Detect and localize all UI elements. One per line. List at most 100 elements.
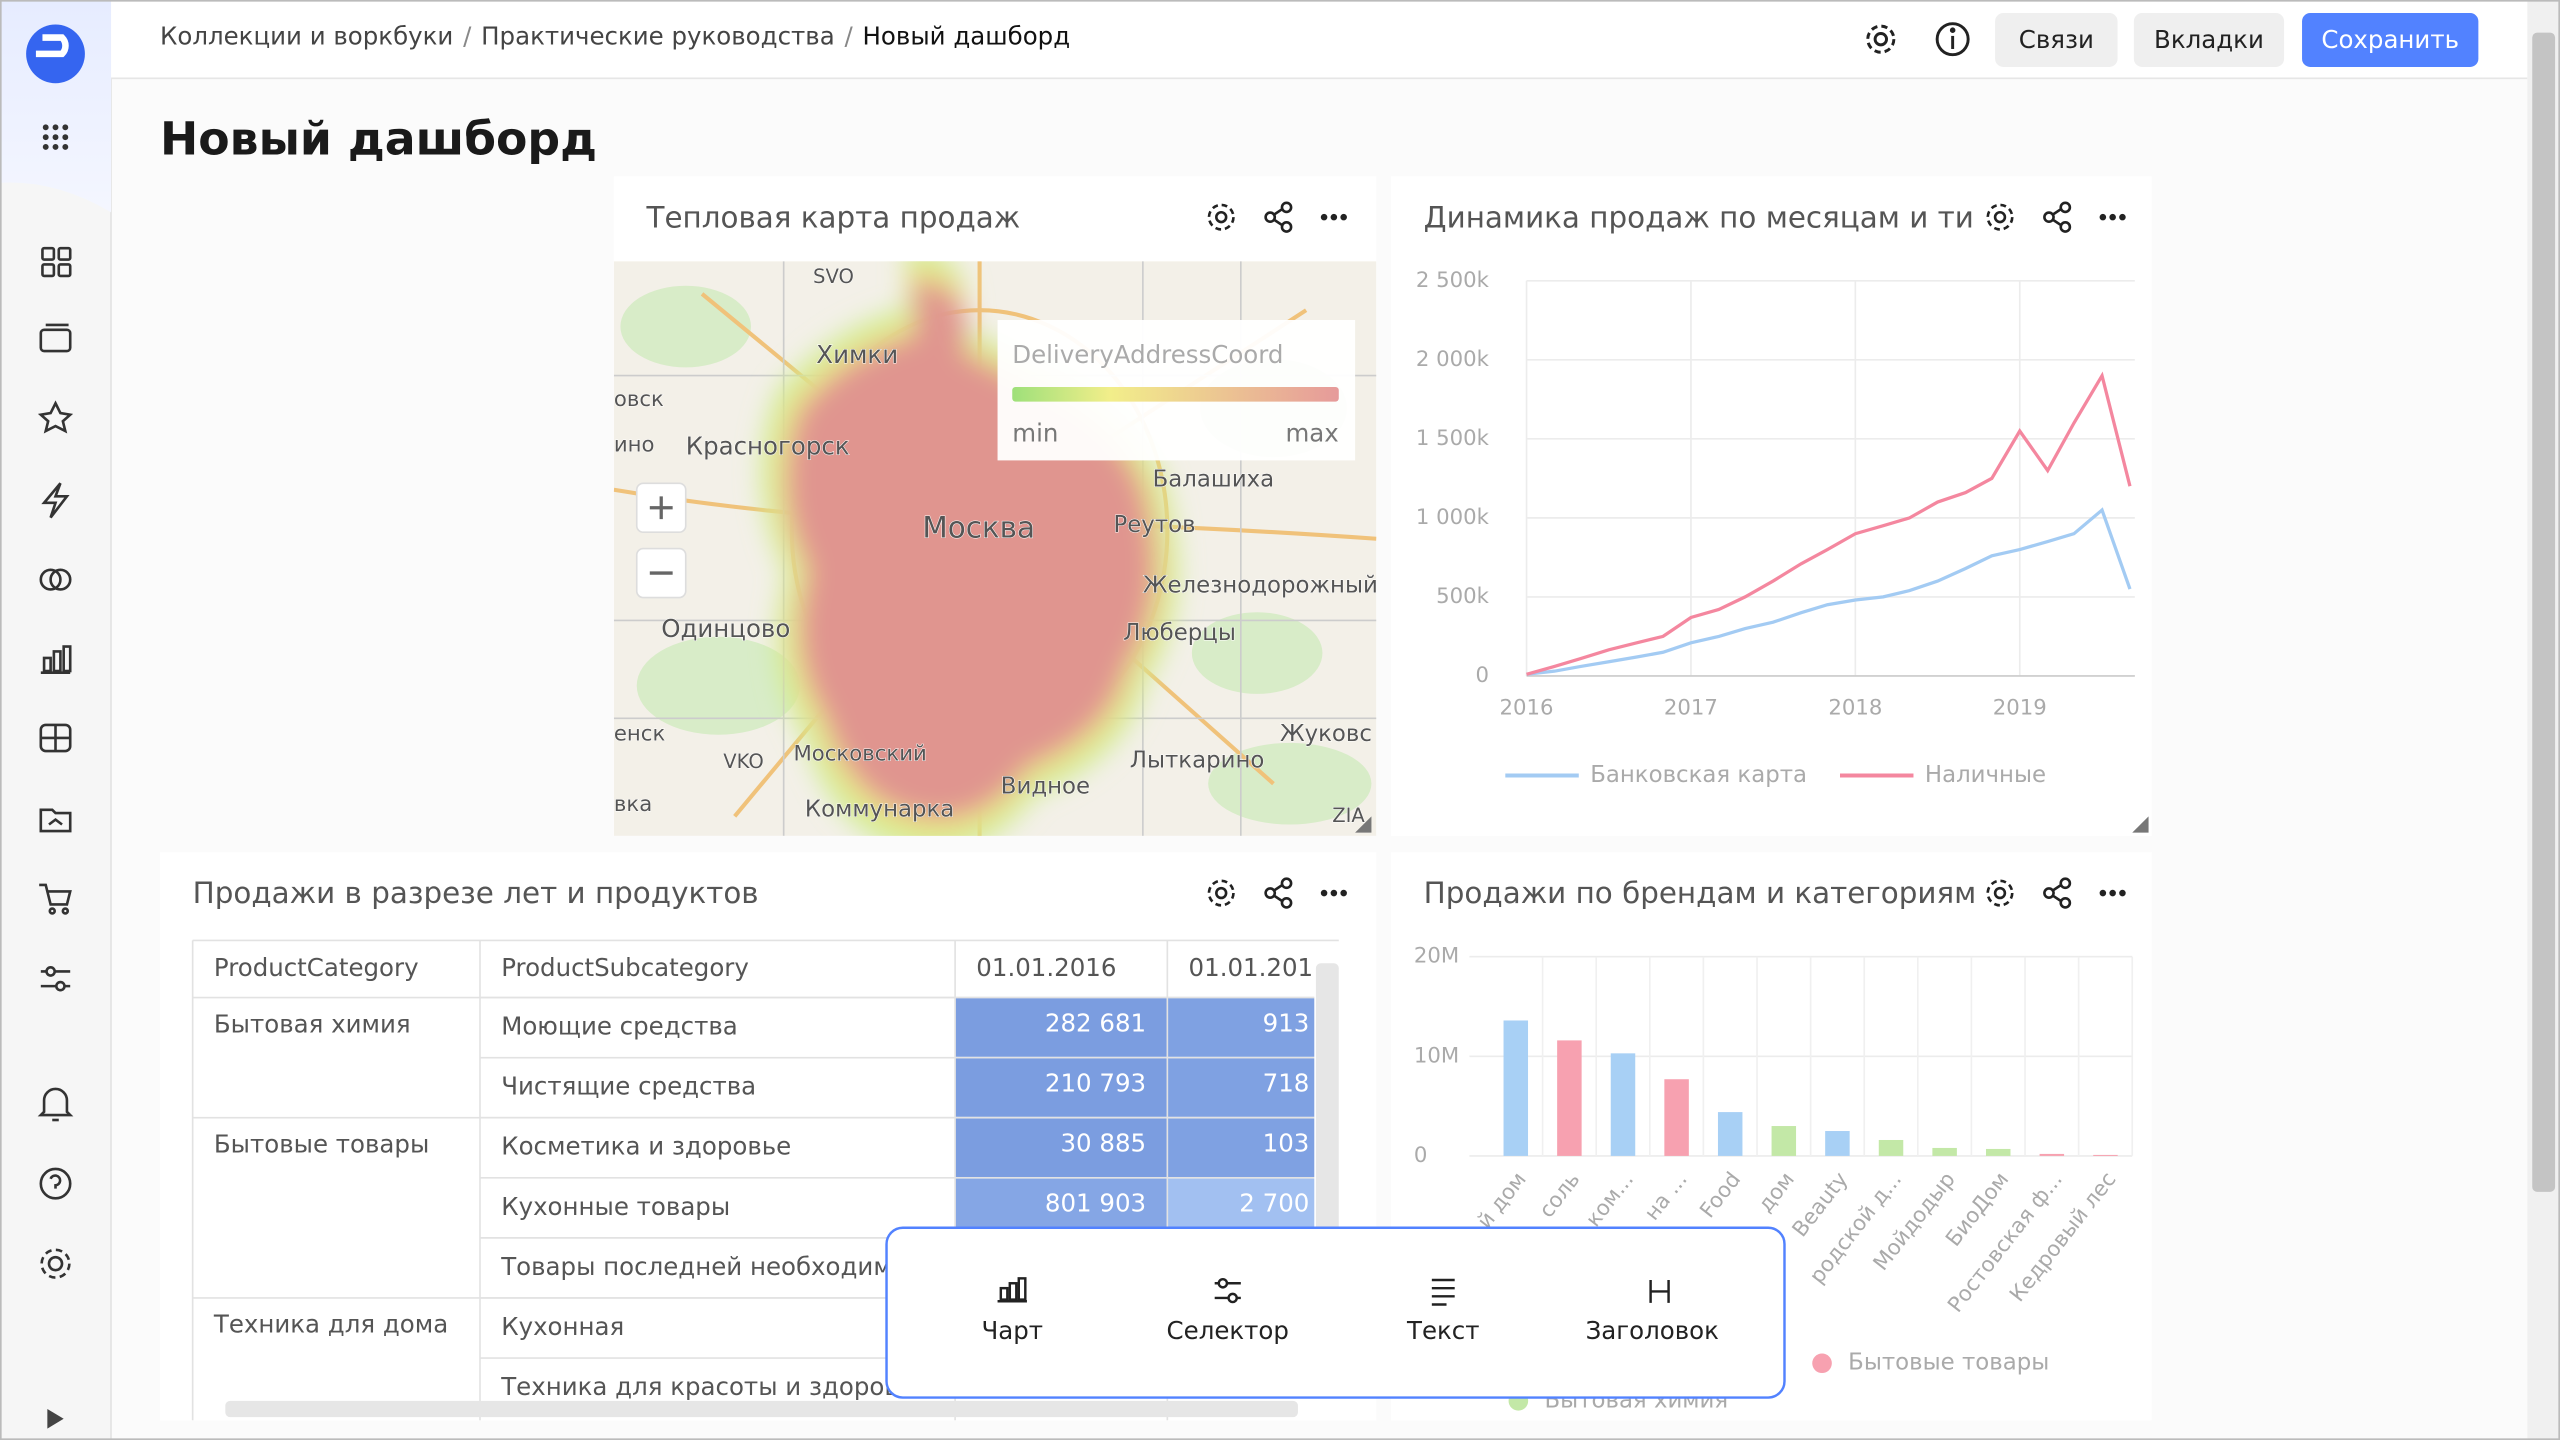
menu-dot[interactable]: [1320, 213, 1328, 221]
nav-datasets[interactable]: [39, 568, 72, 591]
links-node: [2059, 877, 2072, 890]
map-label: Московский: [793, 741, 926, 766]
menu-dot[interactable]: [1340, 213, 1347, 221]
nav-help[interactable]: [39, 1167, 72, 1200]
bar[interactable]: [1503, 1020, 1529, 1156]
resize-handle[interactable]: [1355, 816, 1372, 833]
menu-dot[interactable]: [1320, 889, 1328, 897]
menu-item-hit[interactable]: [1130, 1251, 1326, 1375]
nav-settings[interactable]: [40, 966, 71, 992]
menu-dot[interactable]: [2119, 889, 2126, 897]
separator: /: [844, 22, 853, 51]
nav-widgets[interactable]: [39, 723, 72, 753]
y-tick-label: 1 000k: [1416, 505, 1490, 530]
header-button[interactable]: [2302, 13, 2479, 67]
nav-dashboards[interactable]: [41, 246, 72, 278]
bar[interactable]: [1878, 1139, 1904, 1156]
value-cell-text: 103: [1263, 1128, 1310, 1157]
menu-item-hit[interactable]: [1561, 1251, 1757, 1375]
add-menu-panel: [885, 1226, 1786, 1399]
widget-toolbar: [1973, 868, 2141, 918]
subcategory-cell: Техника для красоты и здоровья: [500, 1372, 928, 1401]
column-header[interactable]: ProductSubcategory: [501, 953, 749, 982]
add-menu: Чарт Селектор Текст Заголовок: [885, 1226, 1786, 1399]
map-label: Одинцово: [661, 614, 790, 643]
links-node: [2059, 201, 2072, 214]
bar[interactable]: [1985, 1148, 2011, 1156]
menu-dot[interactable]: [2109, 213, 2116, 221]
bar[interactable]: [1825, 1131, 1850, 1156]
widget-title: Тепловая карта продаж: [646, 200, 1021, 234]
sidebar-expand[interactable]: [47, 1408, 64, 1429]
nav-favorites[interactable]: [37, 400, 74, 434]
nav-workbooks[interactable]: [39, 808, 72, 833]
column-header[interactable]: 01.01.2016: [976, 953, 1116, 982]
menu-item-label: Текст: [1406, 1316, 1480, 1345]
legend-label[interactable]: Наличные: [1925, 762, 2046, 788]
subcategory-cell: Чистящие средства: [501, 1072, 756, 1101]
bar[interactable]: [1717, 1112, 1743, 1156]
settings-icon[interactable]: [1993, 886, 2007, 900]
heatmap-legend: DeliveryAddressCoord min max: [997, 320, 1356, 461]
bar[interactable]: [2093, 1154, 2118, 1156]
links-node: [1280, 201, 1293, 214]
nav-connections[interactable]: [41, 482, 70, 519]
map-label: VKO: [723, 750, 764, 773]
nav-charts[interactable]: [40, 645, 72, 674]
settings-icon-ring: [1207, 203, 1235, 231]
nav-marketplace[interactable]: [39, 883, 72, 915]
text-icon: [1431, 1278, 1455, 1306]
subcategory-cell: Моющие средства: [501, 1012, 738, 1041]
legend-label[interactable]: Банковская карта: [1590, 762, 1807, 788]
value-cell-text: 282 681: [1045, 1008, 1146, 1037]
settings-icon-ring: [1986, 203, 2014, 231]
nav-general-settings[interactable]: [40, 1248, 71, 1279]
header-button[interactable]: [1995, 13, 2118, 67]
legend-label[interactable]: Бытовые товары: [1848, 1350, 2049, 1376]
y-tick-label: 1 500k: [1416, 426, 1490, 451]
subcategory-cell: Кухонные товары: [501, 1192, 730, 1221]
bar[interactable]: [1557, 1040, 1582, 1156]
settings-icon[interactable]: [1215, 886, 1228, 900]
category-cell: Бытовая химия: [214, 1009, 411, 1038]
menu-dot[interactable]: [2119, 213, 2126, 221]
bar[interactable]: [1610, 1053, 1636, 1156]
menu-item-hit[interactable]: [914, 1251, 1110, 1375]
breadcrumb[interactable]: Практические руководства: [481, 22, 835, 51]
resize-handle[interactable]: [2132, 816, 2149, 833]
column-header[interactable]: 01.01.2017: [1189, 953, 1329, 982]
legend-min: min: [1012, 418, 1058, 447]
menu-dot[interactable]: [2109, 889, 2116, 897]
menu-item-hit[interactable]: [1345, 1251, 1541, 1375]
settings-button[interactable]: [1866, 24, 1896, 54]
nav-notifications[interactable]: [37, 1087, 74, 1122]
sidebar-bg: [0, 0, 112, 1440]
breadcrumb[interactable]: Коллекции и воркбуки: [160, 22, 453, 51]
bar[interactable]: [1664, 1079, 1689, 1156]
menu-dot[interactable]: [2099, 213, 2107, 221]
settings-icon[interactable]: [1993, 210, 2007, 224]
menu-dot[interactable]: [1330, 889, 1338, 897]
nav-collections[interactable]: [39, 323, 72, 353]
table-scrollbar-h[interactable]: [225, 1400, 1298, 1418]
map-label: вка: [614, 792, 652, 817]
page-title: Новый дашборд: [160, 113, 597, 166]
page-scrollbar-thumb[interactable]: [2532, 32, 2556, 1192]
menu-dot[interactable]: [1340, 889, 1347, 897]
table-scrollbar-v[interactable]: [1315, 963, 1339, 1290]
value-cell-text: 913: [1263, 1008, 1310, 1037]
bar[interactable]: [2039, 1153, 2065, 1156]
apps-icon[interactable]: [42, 124, 69, 150]
bar[interactable]: [1771, 1126, 1797, 1156]
map-label: овск: [614, 387, 664, 412]
menu-dot[interactable]: [2099, 889, 2107, 897]
breadcrumbs: Коллекции и воркбуки / Практические руково…: [160, 22, 1070, 51]
value-cell: [1167, 1058, 1315, 1117]
bar[interactable]: [1932, 1147, 1957, 1156]
info-button[interactable]: [1935, 22, 1970, 57]
header-button[interactable]: [2133, 13, 2285, 67]
header: Коллекции и воркбуки / Практические руково…: [111, 0, 2528, 80]
column-header[interactable]: ProductCategory: [214, 953, 419, 982]
settings-icon[interactable]: [1215, 210, 1228, 224]
menu-dot[interactable]: [1330, 213, 1338, 221]
